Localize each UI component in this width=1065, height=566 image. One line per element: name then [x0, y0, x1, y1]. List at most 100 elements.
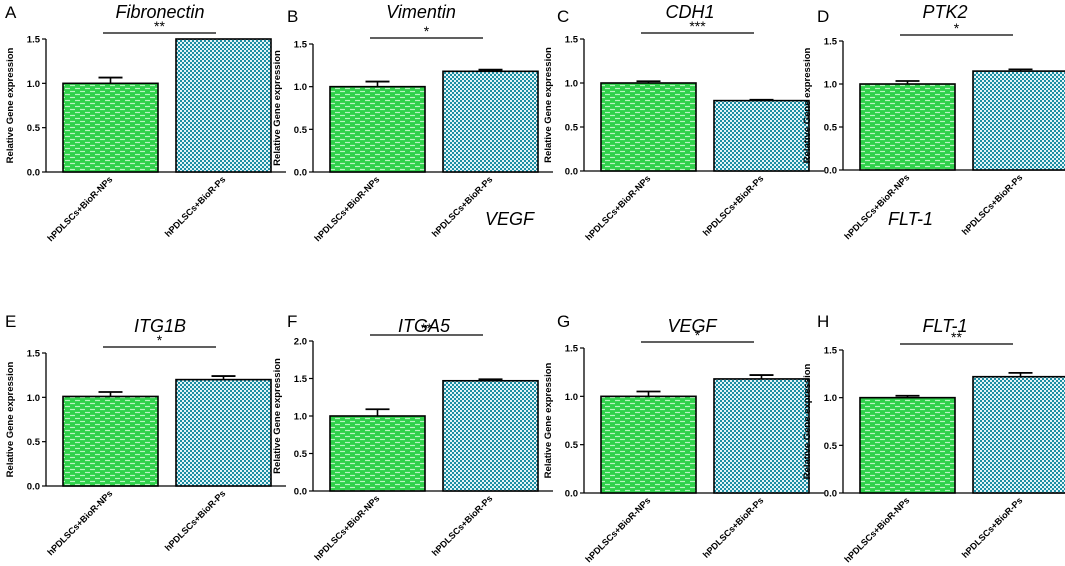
- panel-letter: B: [287, 7, 298, 26]
- y-tick-label: 1.5: [565, 344, 579, 355]
- chart-panel-d: D PTK2 Relative Gene expression 0.0 0.5 1.0 1.…: [802, 2, 1065, 241]
- bar-1: [329, 415, 426, 492]
- chart-title: FLT-1: [922, 316, 967, 336]
- x-category-label: hPDLSCs+BioR-NPs: [45, 174, 114, 243]
- x-category-label: hPDLSCs+BioR-NPs: [583, 495, 652, 564]
- significance-label: **: [951, 329, 962, 345]
- significance-label: **: [154, 18, 165, 34]
- y-tick-label: 1.5: [27, 35, 41, 46]
- x-category-label: hPDLSCs+BioR-NPs: [312, 174, 381, 243]
- y-tick-label: 0.0: [565, 489, 578, 500]
- bar-2: [175, 38, 272, 173]
- chart-title: Vimentin: [386, 2, 456, 22]
- y-axis-label: Relative Gene expression: [272, 358, 283, 474]
- y-tick-label: 0.5: [294, 125, 308, 136]
- y-tick-label: 1.0: [27, 393, 40, 404]
- y-tick-label: 0.5: [27, 123, 41, 134]
- y-tick-label: 0.0: [27, 482, 40, 493]
- chart-panel-c: C CDH1 Relative Gene expression 0.0 0.5 1.0 1.…: [543, 2, 824, 242]
- y-tick-label: 0.0: [824, 166, 837, 177]
- y-tick-label: 1.5: [27, 349, 41, 360]
- x-category-label: hPDLSCs+BioR-Ps: [701, 173, 766, 238]
- significance-label: *: [424, 23, 430, 39]
- y-tick-label: 0.5: [565, 440, 579, 451]
- x-category-label: hPDLSCs+BioR-Ps: [960, 495, 1025, 560]
- y-tick-label: 1.5: [824, 37, 838, 48]
- panel-letter: G: [557, 312, 570, 331]
- x-category-label: hPDLSCs+BioR-NPs: [312, 493, 381, 562]
- bar-2: [713, 99, 810, 172]
- y-tick-label: 0.5: [565, 123, 579, 134]
- y-tick-label: 0.5: [294, 449, 308, 460]
- significance-label: **: [421, 320, 432, 336]
- x-category-label: hPDLSCs+BioR-Ps: [163, 488, 228, 553]
- panel-letter: A: [5, 3, 17, 22]
- panel-letter: F: [287, 312, 297, 331]
- y-tick-label: 0.5: [824, 123, 838, 134]
- chart-panel-f: F ITGA5 Relative Gene expression 0.0 0.5 1.0 1…: [272, 312, 553, 562]
- y-tick-label: 1.0: [824, 393, 837, 404]
- panel-letter: D: [817, 7, 829, 26]
- significance-label: *: [954, 20, 960, 36]
- chart-title: CDH1: [665, 2, 714, 22]
- bar-1: [859, 396, 956, 494]
- panel-letter: E: [5, 312, 16, 331]
- x-category-label: hPDLSCs+BioR-NPs: [842, 172, 911, 241]
- x-category-label: hPDLSCs+BioR-Ps: [430, 493, 495, 558]
- y-axis-label: Relative Gene expression: [5, 47, 16, 163]
- bar-2: [442, 70, 539, 173]
- y-tick-label: 1.0: [565, 392, 578, 403]
- y-tick-label: 1.5: [824, 346, 838, 357]
- significance-label: ***: [689, 18, 706, 34]
- y-tick-label: 1.5: [565, 35, 579, 46]
- chart-title: PTK2: [922, 2, 967, 22]
- chart-panel-g: G VEGF Relative Gene expression 0.0 0.5 1.0 1.…: [543, 312, 824, 564]
- bar-2: [442, 379, 539, 492]
- stray-title-vegf: VEGF: [485, 209, 535, 229]
- chart-title: ITG1B: [134, 316, 186, 336]
- bar-1: [600, 82, 697, 172]
- x-category-label: hPDLSCs+BioR-NPs: [45, 488, 114, 557]
- chart-panel-h: H FLT-1 Relative Gene expression 0.0 0.5 1.0 1…: [802, 312, 1065, 564]
- y-axis-label: Relative Gene expression: [543, 47, 554, 163]
- y-axis-label: Relative Gene expression: [543, 362, 554, 478]
- x-category-label: hPDLSCs+BioR-Ps: [163, 174, 228, 239]
- y-tick-label: 1.0: [565, 79, 578, 90]
- y-axis-label: Relative Gene expression: [272, 50, 283, 166]
- x-category-label: hPDLSCs+BioR-NPs: [842, 495, 911, 564]
- y-tick-label: 2.0: [294, 337, 307, 348]
- x-category-label: hPDLSCs+BioR-NPs: [583, 173, 652, 242]
- y-tick-label: 0.0: [824, 489, 837, 500]
- bar-1: [329, 85, 426, 173]
- panel-letter: C: [557, 7, 569, 26]
- bar-1: [62, 395, 159, 487]
- y-tick-label: 1.0: [294, 82, 307, 93]
- panel-letter: H: [817, 312, 829, 331]
- bar-1: [600, 395, 697, 494]
- y-axis-label: Relative Gene expression: [802, 363, 813, 479]
- bar-2: [972, 70, 1065, 171]
- y-tick-label: 1.5: [294, 374, 308, 385]
- x-category-label: hPDLSCs+BioR-Ps: [430, 174, 495, 239]
- y-tick-label: 1.0: [824, 80, 837, 91]
- chart-panel-e: E ITG1B Relative Gene expression 0.0 0.5 1.0 1…: [5, 312, 286, 557]
- x-category-label: hPDLSCs+BioR-Ps: [701, 495, 766, 560]
- bar-1: [62, 82, 159, 173]
- stray-title-flt1: FLT-1: [888, 209, 933, 229]
- y-axis-label: Relative Gene expression: [5, 361, 16, 477]
- y-tick-label: 0.5: [824, 441, 838, 452]
- chart-title: Fibronectin: [115, 2, 204, 22]
- bar-2: [972, 375, 1065, 494]
- significance-label: *: [695, 327, 701, 343]
- y-tick-label: 1.5: [294, 40, 308, 51]
- chart-panel-b: B Vimentin Relative Gene expression 0.0 0.5 1…: [272, 2, 553, 243]
- x-category-label: hPDLSCs+BioR-Ps: [960, 172, 1025, 237]
- y-tick-label: 0.0: [294, 168, 307, 179]
- y-tick-label: 0.0: [294, 487, 307, 498]
- y-tick-label: 0.5: [27, 437, 41, 448]
- chart-title: ITGA5: [398, 316, 451, 336]
- y-tick-label: 1.0: [294, 412, 307, 423]
- y-tick-label: 0.0: [565, 167, 578, 178]
- chart-panel-a: A Fibronectin Relative Gene expression 0.0 0…: [5, 2, 286, 243]
